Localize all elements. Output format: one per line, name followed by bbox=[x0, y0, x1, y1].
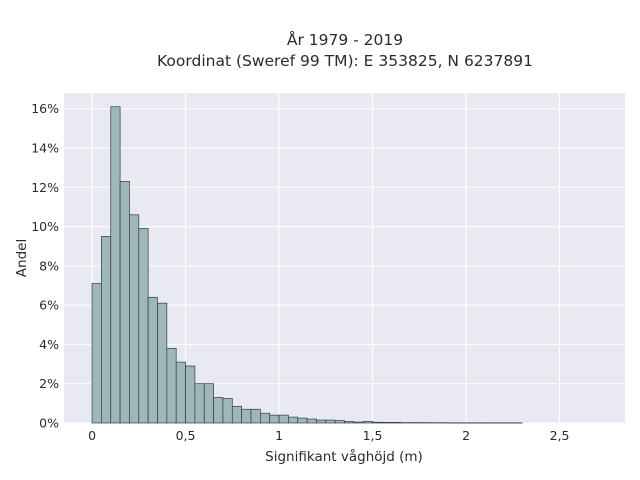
histogram-bar bbox=[353, 421, 364, 424]
histogram-bar bbox=[390, 422, 401, 424]
x-tick-label: 2 bbox=[462, 428, 470, 443]
histogram-bar bbox=[129, 214, 140, 424]
histogram-bar bbox=[306, 418, 317, 424]
histogram-bar bbox=[344, 421, 355, 424]
histogram-bar bbox=[119, 181, 130, 424]
histogram-bar bbox=[203, 383, 214, 424]
histogram-bar bbox=[381, 422, 392, 424]
histogram-bar bbox=[213, 397, 224, 424]
histogram-bar bbox=[297, 417, 308, 424]
histogram-bar bbox=[138, 228, 149, 424]
histogram-bar bbox=[231, 405, 243, 424]
histogram-bar bbox=[110, 106, 121, 424]
y-tick-label: 6% bbox=[39, 298, 59, 313]
histogram-bar bbox=[288, 416, 299, 424]
chart-title: År 1979 - 2019 bbox=[287, 30, 403, 49]
histogram-bar bbox=[260, 412, 271, 424]
x-tick-label: 1,5 bbox=[363, 428, 383, 443]
histogram-bar bbox=[334, 420, 345, 424]
histogram-bar bbox=[372, 421, 383, 424]
y-axis-label: Andel bbox=[14, 239, 30, 277]
histogram-bar bbox=[91, 283, 102, 424]
y-tick-label: 12% bbox=[31, 180, 59, 195]
histogram-bar bbox=[269, 414, 280, 424]
histogram-bar bbox=[278, 414, 289, 424]
histogram-bar bbox=[241, 408, 252, 424]
x-tick-label: 0,5 bbox=[176, 428, 196, 443]
x-axis-ticks: 0 0,5 1 1,5 2 2,5 bbox=[88, 428, 569, 443]
y-axis-ticks: 0% 2% 4% 6% 8% 10% 12% 14% 16% bbox=[31, 101, 59, 430]
chart-subtitle: Koordinat (Sweref 99 TM): E 353825, N 62… bbox=[157, 52, 533, 70]
histogram-bar bbox=[316, 419, 327, 424]
histogram-bar bbox=[250, 408, 261, 424]
histogram-bar bbox=[157, 302, 168, 424]
histogram-bar bbox=[185, 365, 196, 424]
x-tick-label: 1 bbox=[275, 428, 283, 443]
y-tick-label: 2% bbox=[39, 376, 59, 391]
histogram-bar bbox=[147, 296, 158, 424]
y-tick-label: 10% bbox=[31, 219, 59, 234]
x-tick-label: 0 bbox=[88, 428, 96, 443]
x-axis-label: Signifikant våghöjd (m) bbox=[265, 448, 423, 465]
histogram-bar bbox=[194, 383, 205, 424]
y-tick-label: 8% bbox=[39, 258, 59, 273]
y-tick-label: 16% bbox=[31, 101, 59, 116]
histogram-bar bbox=[166, 348, 177, 424]
x-tick-label: 2,5 bbox=[550, 428, 570, 443]
bars bbox=[91, 106, 523, 424]
histogram-bar bbox=[175, 361, 186, 424]
histogram-bar bbox=[362, 421, 373, 424]
y-tick-label: 4% bbox=[39, 337, 59, 352]
y-tick-label: 14% bbox=[31, 141, 59, 156]
histogram-bar bbox=[325, 419, 336, 424]
histogram-bar bbox=[222, 398, 233, 424]
histogram-bar bbox=[101, 236, 112, 424]
y-tick-label: 0% bbox=[39, 416, 59, 431]
